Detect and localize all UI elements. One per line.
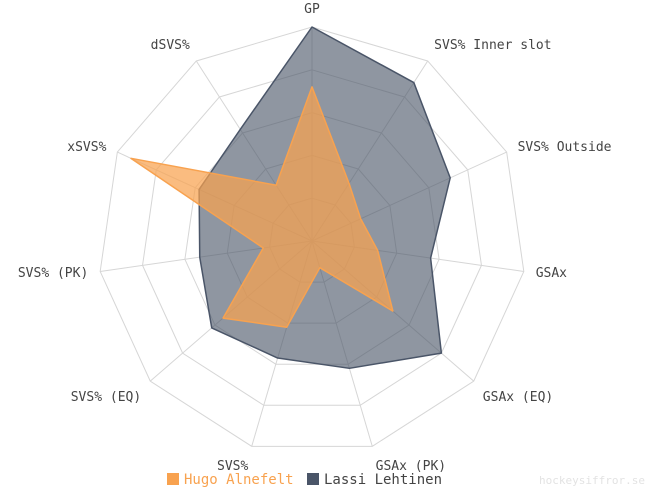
axis-label-svs-eq: SVS% (EQ) <box>71 390 141 405</box>
legend-swatch-hugo-alnefelt <box>167 473 179 485</box>
legend-swatch-lassi-lehtinen <box>307 473 319 485</box>
watermark: hockeysiffror.se <box>539 474 645 487</box>
axis-label-gp: GP <box>304 2 320 17</box>
legend-label-lassi-lehtinen: Lassi Lehtinen <box>324 472 442 488</box>
legend-item-hugo-alnefelt[interactable]: Hugo Alnefelt <box>167 472 294 488</box>
legend: Hugo Alnefelt Lassi Lehtinen <box>167 472 442 488</box>
legend-label-hugo-alnefelt: Hugo Alnefelt <box>184 472 294 488</box>
axis-label-svs-pk: SVS% (PK) <box>18 266 88 281</box>
axis-label-svs-inner-slot: SVS% Inner slot <box>434 38 551 53</box>
legend-item-lassi-lehtinen[interactable]: Lassi Lehtinen <box>307 472 442 488</box>
axis-label-dsvs: dSVS% <box>151 38 190 53</box>
axis-label-svs-outside: SVS% Outside <box>518 140 612 155</box>
axis-label-svs: SVS% <box>217 459 248 474</box>
grid-ring-4 <box>142 69 482 406</box>
axis-label-gsax: GSAx <box>536 266 567 281</box>
axis-label-xsvs: xSVS% <box>67 140 106 155</box>
grid-ring-5 <box>99 26 525 447</box>
radar-series <box>130 26 451 370</box>
series-hugo-alnefelt-area[interactable] <box>130 86 394 328</box>
axis-label-gsax-pk: GSAx (PK) <box>376 459 446 474</box>
axis-labels: GP SVS% Inner slot SVS% Outside GSAx GSAx (E… <box>18 2 612 474</box>
axis-label-gsax-eq: GSAx (EQ) <box>483 390 553 405</box>
